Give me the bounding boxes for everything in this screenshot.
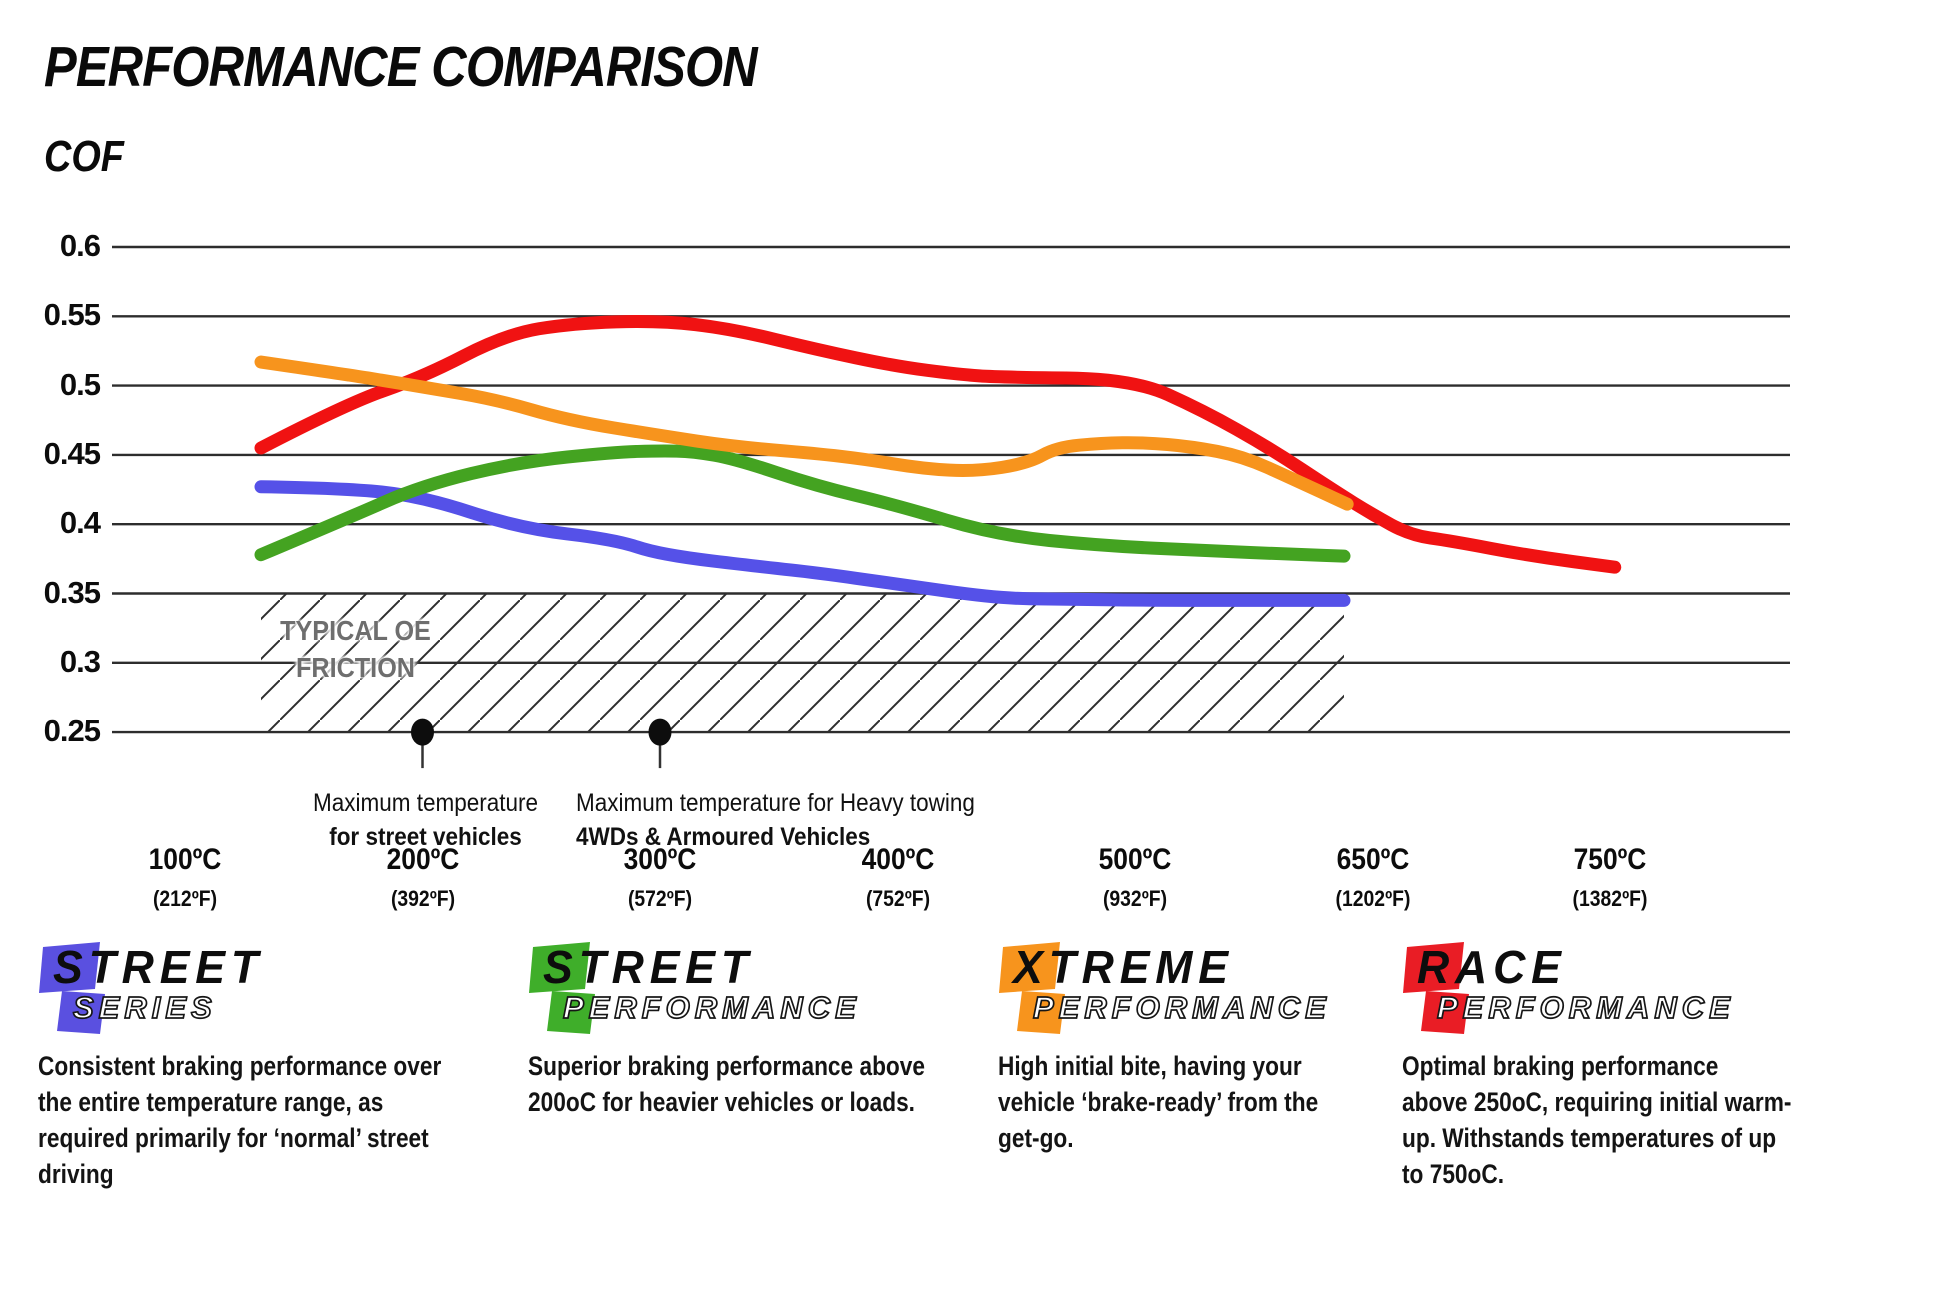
- legend-word2: SERIES: [72, 989, 217, 1026]
- x-tick-label-750: 750ºC (1382ºF): [1540, 843, 1681, 912]
- desc-line: required primarily for ‘normal’ street: [38, 1123, 429, 1153]
- x-tick-celsius: 300ºC: [623, 843, 697, 876]
- series-line-race-performance: [254, 315, 1622, 574]
- x-tick-label-500: 500ºC (932ºF): [1065, 843, 1206, 912]
- y-tick-label-0.3: 0.3: [59, 643, 101, 679]
- x-tick-fahrenheit: (212ºF): [152, 886, 218, 911]
- y-tick-label-0.4: 0.4: [59, 505, 101, 541]
- typical-oe-friction-label: TYPICAL OE FRICTION: [259, 612, 453, 686]
- desc-line: Optimal braking performance: [1402, 1051, 1719, 1081]
- x-tick-label-400: 400ºC (752ºF): [827, 843, 968, 912]
- annotation-line: Maximum temperature: [312, 789, 539, 817]
- xtreme-performance-logo-icon: [999, 942, 1065, 1034]
- page-title: PERFORMANCE COMPARISON: [44, 35, 758, 99]
- x-tick-label-100: 100ºC (212ºF): [115, 843, 256, 912]
- legend-race-performance: RACE PERFORMANCE Optimal braking perform…: [1402, 940, 1866, 1192]
- oe-label-line1: TYPICAL OE: [280, 615, 431, 646]
- y-tick-label-0.35: 0.35: [43, 574, 101, 610]
- desc-line: 200oC for heavier vehicles or loads.: [528, 1087, 915, 1117]
- max-temp-marker-1: [648, 718, 672, 746]
- desc-line: get-go.: [998, 1123, 1074, 1153]
- legend-street-series: STREET SERIES Consistent braking perform…: [38, 940, 518, 1192]
- desc-line: the entire temperature range, as: [38, 1087, 384, 1117]
- legend-word1: RACE: [1417, 941, 1567, 993]
- desc-line: vehicle ‘brake-ready’ from the: [998, 1087, 1319, 1117]
- legend-xtreme-performance: XTREME PERFORMANCE High initial bite, ha…: [998, 940, 1379, 1156]
- legend-description: Superior braking performance above 200oC…: [528, 1048, 925, 1120]
- x-tick-label-650: 650ºC (1202ºF): [1302, 843, 1443, 912]
- y-tick-label-0.45: 0.45: [43, 435, 101, 471]
- x-tick-celsius: 750ºC: [1573, 843, 1647, 876]
- typical-oe-friction-region: [261, 593, 1344, 733]
- y-tick-label-0.25: 0.25: [43, 713, 101, 749]
- legend-street-performance: STREET PERFORMANCE Superior braking perf…: [528, 940, 1001, 1120]
- series-line-xtreme-performance: [254, 355, 1354, 511]
- legend-description: Consistent braking performance over the …: [38, 1048, 441, 1192]
- desc-line: Superior braking performance above: [528, 1051, 926, 1081]
- legend-word2: PERFORMANCE: [1032, 989, 1331, 1026]
- x-tick-fahrenheit: (1202ºF): [1335, 886, 1410, 911]
- series-line-street-performance: [254, 444, 1351, 563]
- x-tick-celsius: 100ºC: [148, 843, 222, 876]
- annotation-street-max-temp: Maximum temperature for street vehicles: [275, 786, 577, 854]
- desc-line: Consistent braking performance over: [38, 1051, 442, 1081]
- y-tick-label-0.6: 0.6: [59, 228, 101, 263]
- series-line-street-series: [254, 480, 1351, 607]
- desc-line: to 750oC.: [1402, 1159, 1505, 1189]
- x-tick-fahrenheit: (752ºF): [865, 886, 930, 911]
- desc-line: up. Withstands temperatures of up: [1402, 1123, 1777, 1153]
- x-tick-fahrenheit: (932ºF): [1102, 886, 1168, 911]
- legend-description: High initial bite, having your vehicle ‘…: [998, 1048, 1318, 1156]
- x-tick-celsius: 400ºC: [861, 843, 934, 876]
- x-tick-fahrenheit: (392ºF): [390, 886, 455, 911]
- y-tick-label-0.5: 0.5: [59, 366, 101, 402]
- annotation-towing-max-temp: Maximum temperature for Heavy towing 4WD…: [576, 786, 1008, 854]
- legend-description: Optimal braking performance above 250oC,…: [1402, 1048, 1791, 1192]
- desc-line: driving: [38, 1159, 114, 1189]
- street-performance-logo-icon: [529, 942, 595, 1034]
- legend-word1: STREET: [543, 941, 754, 993]
- x-tick-fahrenheit: (572ºF): [627, 886, 693, 911]
- legend-word1: XTREME: [1013, 941, 1234, 993]
- race-performance-logo-icon: [1403, 942, 1469, 1034]
- x-tick-celsius: 650ºC: [1336, 843, 1409, 876]
- x-tick-label-200: 200ºC (392ºF): [352, 843, 493, 912]
- street-series-logo-icon: [39, 942, 105, 1034]
- y-tick-label-0.55: 0.55: [43, 297, 101, 333]
- desc-line: High initial bite, having your: [998, 1051, 1302, 1081]
- x-tick-celsius: 200ºC: [386, 843, 459, 876]
- legend-word2: PERFORMANCE: [562, 989, 861, 1026]
- x-tick-label-300: 300ºC (572ºF): [590, 843, 731, 912]
- legend-word1: STREET: [53, 941, 264, 993]
- x-tick-celsius: 500ºC: [1098, 843, 1172, 876]
- max-temp-marker-0: [411, 718, 434, 746]
- x-tick-fahrenheit: (1382ºF): [1572, 886, 1648, 911]
- annotation-line: for street vehicles: [329, 823, 522, 851]
- y-axis-title: COF: [44, 132, 124, 181]
- legend-word2: PERFORMANCE: [1436, 989, 1735, 1026]
- oe-label-line2: FRICTION: [296, 652, 415, 683]
- annotation-line: 4WDs & Armoured Vehicles: [576, 823, 871, 851]
- annotation-line: Maximum temperature for Heavy towing: [576, 789, 975, 817]
- desc-line: above 250oC, requiring initial warm-: [1402, 1087, 1792, 1117]
